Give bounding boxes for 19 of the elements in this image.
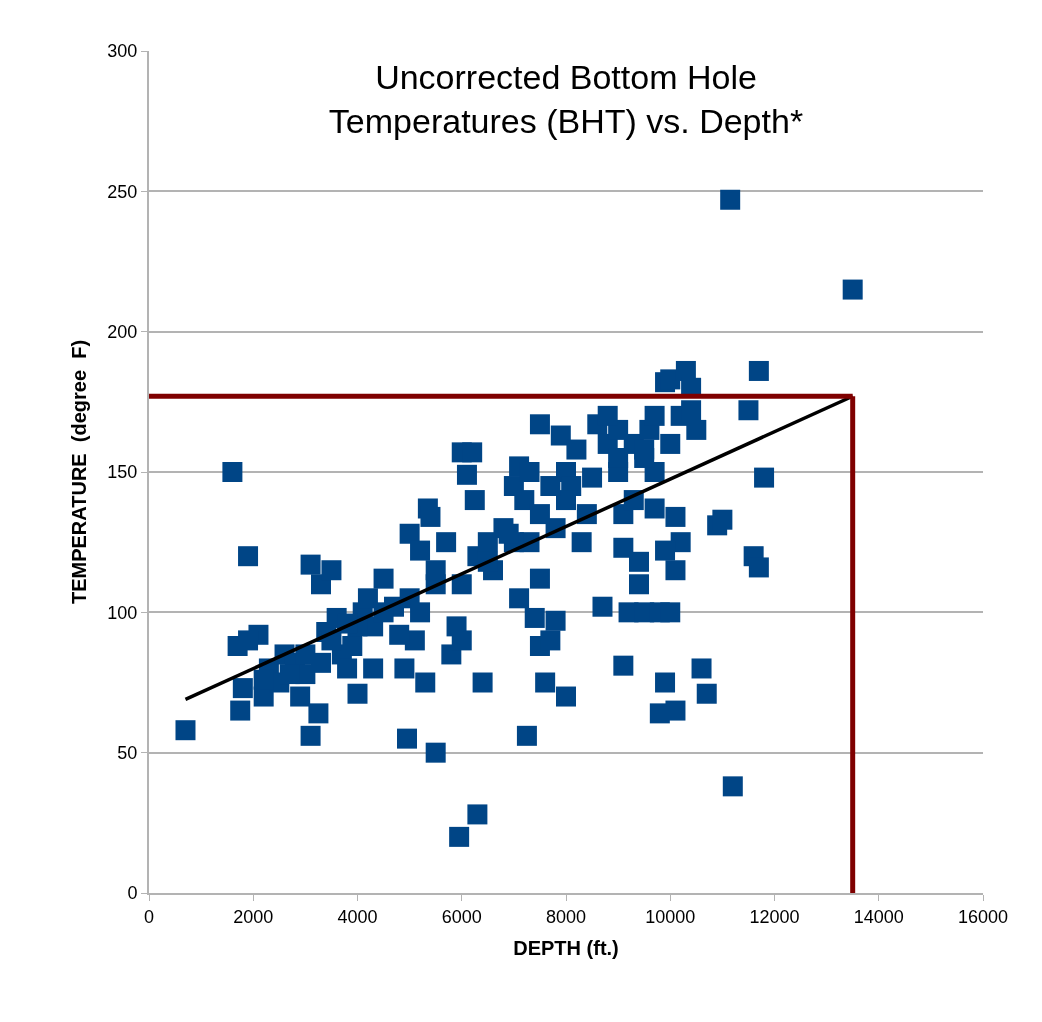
y-tick-label: 100 — [107, 602, 138, 623]
y-axis-title: TEMPERATURE (degree F) — [68, 339, 91, 605]
x-tick-label: 2000 — [233, 906, 274, 927]
x-tick-label: 16000 — [957, 906, 1009, 927]
x-tick-label: 10000 — [645, 906, 696, 927]
x-axis-title: DEPTH (ft.) — [513, 936, 619, 959]
y-tick-label: 300 — [107, 41, 138, 62]
x-tick-label: 14000 — [853, 906, 904, 927]
y-tick-label: 200 — [107, 321, 138, 342]
x-tick-label: 8000 — [545, 906, 587, 927]
y-tick-label: 0 — [127, 883, 138, 904]
x-tick-label: 6000 — [441, 906, 482, 927]
y-tick-label: 50 — [117, 742, 138, 763]
y-tick-label: 250 — [107, 181, 138, 202]
x-tick-label: 4000 — [337, 906, 378, 927]
y-tick-label: 150 — [107, 462, 138, 483]
x-tick-label: 12000 — [749, 906, 800, 927]
x-tick-label: 0 — [143, 906, 155, 927]
text: Uncorrected Bottom Hole Temperatures (BHT) vs. Depth* — [328, 57, 804, 141]
